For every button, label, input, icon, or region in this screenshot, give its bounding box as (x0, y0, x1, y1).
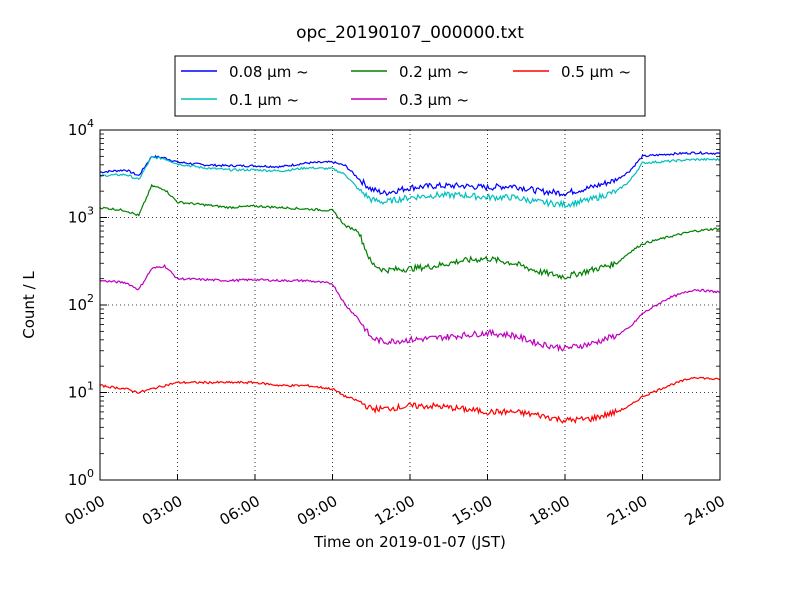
legend-label: 0.3 μm ~ (399, 91, 469, 109)
legend-label: 0.2 μm ~ (399, 63, 469, 81)
y-tick-label: 102 (68, 292, 94, 314)
x-tick-label: 03:00 (139, 492, 185, 529)
y-tick-label: 100 (68, 467, 94, 489)
y-axis-label: Count / L (20, 271, 38, 339)
x-tick-label: 06:00 (217, 492, 263, 529)
legend-label: 0.08 μm ~ (229, 63, 309, 81)
y-tick-label: 101 (68, 380, 94, 402)
legend: 0.08 μm ~ 0.1 μm ~ 0.2 μm ~ 0.3 μm ~ 0.5 μm … (174, 55, 646, 117)
legend-label: 0.1 μm ~ (229, 91, 299, 109)
x-tick-label: 12:00 (372, 492, 418, 529)
x-tick-label: 09:00 (294, 492, 340, 529)
series-line-0-08 (99, 150, 721, 197)
x-axis: 00:00 03:00 06:00 09:00 12:00 15:00 18:00 21:00… (62, 474, 728, 529)
x-tick-label: 00:00 (62, 492, 108, 529)
x-tick-label: 24:00 (682, 492, 728, 529)
legend-box (174, 55, 646, 117)
legend-label: 0.5 μm ~ (561, 63, 631, 81)
y-axis: 100 101 102 103 104 (68, 117, 720, 489)
series-line-0-2 (99, 183, 721, 281)
x-tick-label: 18:00 (527, 492, 573, 529)
series-line-0-5 (99, 376, 721, 425)
series-line-0-3 (99, 263, 721, 353)
x-axis-label: Time on 2019-01-07 (JST) (313, 533, 506, 551)
series-layer (99, 150, 721, 425)
grid-lines (99, 129, 721, 481)
series-line-0-1 (99, 155, 721, 209)
x-tick-label: 21:00 (604, 492, 650, 529)
y-tick-label: 103 (68, 205, 94, 227)
chart-title: opc_20190107_000000.txt (296, 23, 524, 43)
x-tick-label: 15:00 (449, 492, 495, 529)
y-tick-label: 104 (68, 117, 94, 139)
